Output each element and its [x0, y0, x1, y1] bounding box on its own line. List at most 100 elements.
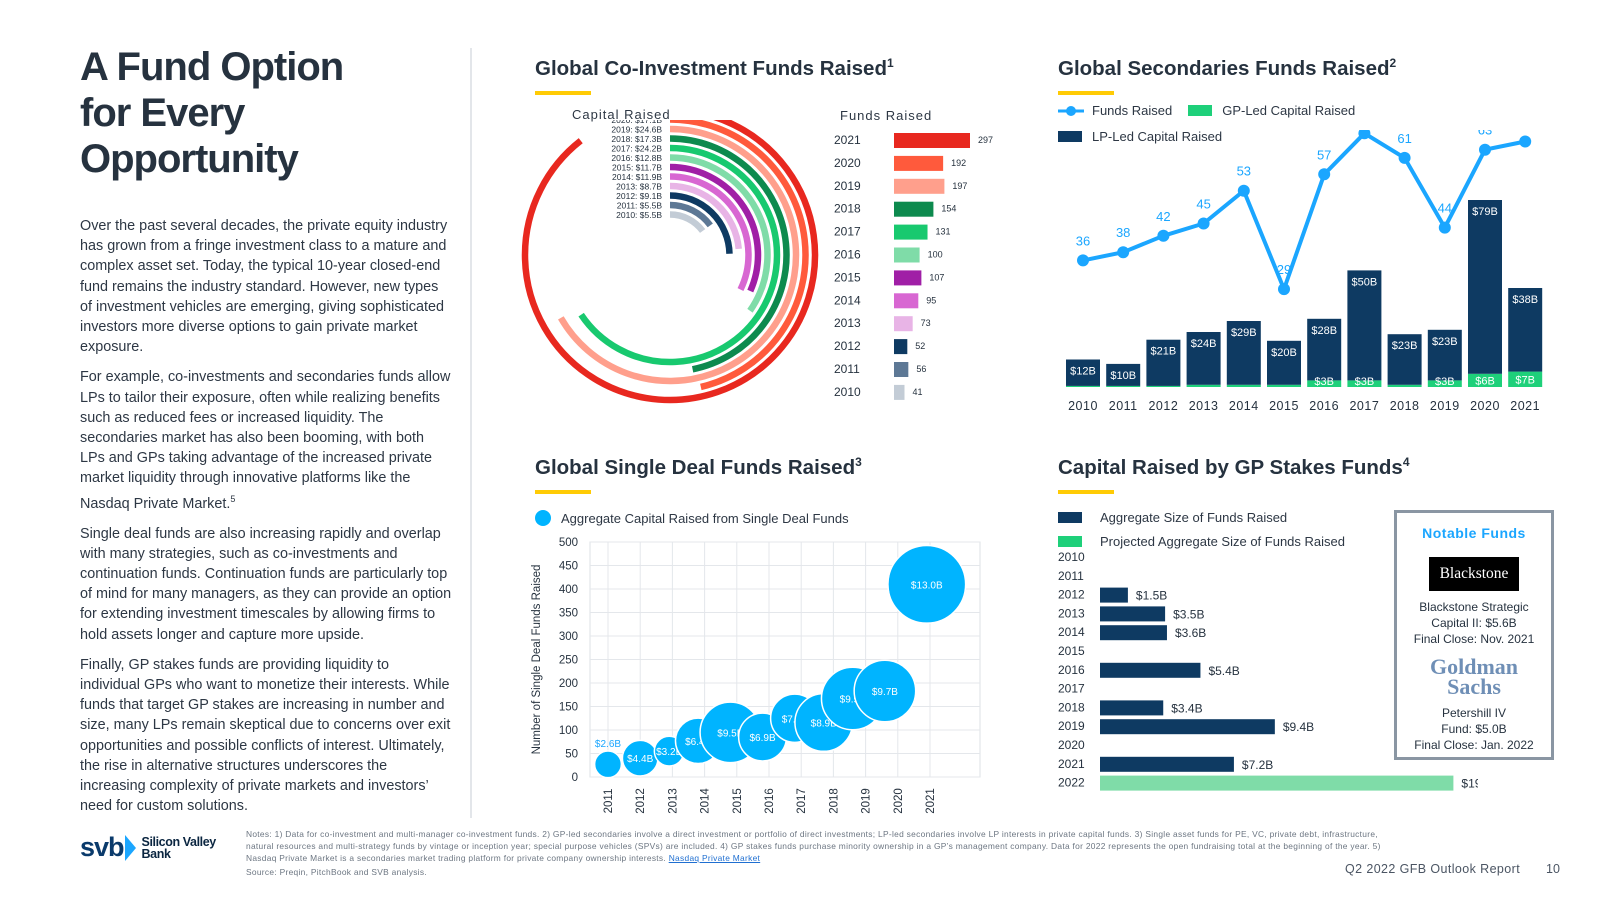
funds-bar [894, 133, 970, 148]
radial-label: 2018: $17.3B [611, 134, 662, 144]
gp-led-bar [1307, 380, 1342, 387]
nasdaq-link[interactable]: Nasdaq Private Market [668, 853, 761, 863]
radial-arc [578, 144, 781, 366]
bubble-label: $9.7B [872, 687, 898, 698]
paragraph: Finally, GP stakes funds are providing l… [80, 656, 451, 815]
year-label: 2018 [1058, 700, 1085, 714]
x-tick-label: 2020 [893, 788, 905, 814]
lp-value-label: $79B [1472, 206, 1498, 218]
funds-value-label: 73 [921, 318, 931, 328]
lp-value-label: $20B [1271, 347, 1297, 359]
funds-bar [894, 224, 928, 240]
gp-led-bar [1508, 371, 1543, 387]
y-tick-label: 350 [559, 608, 578, 620]
gp-value-label: $7B [1515, 374, 1535, 386]
radial-arc [669, 192, 733, 254]
column-divider [470, 48, 472, 818]
bar-value-label: $3.6B [1175, 626, 1206, 640]
bar-value-label: $1.5B [1136, 589, 1167, 603]
report-name: Q2 2022 GFB Outlook Report [1345, 862, 1521, 876]
lp-led-bar [1347, 270, 1382, 381]
funds-raised-label: 44 [1438, 201, 1452, 216]
bubble-label: $6.9B [749, 733, 775, 744]
funds-bar [894, 270, 922, 286]
notable-funds-box: Notable Funds Blackstone Blackstone Stra… [1394, 510, 1554, 760]
funds-value-label: 56 [916, 364, 926, 374]
year-label: 2022 [1058, 776, 1085, 790]
year-label: 2014 [1058, 625, 1085, 639]
bar-value-label: $7.2B [1242, 758, 1273, 772]
aggregate-bar [1100, 625, 1167, 641]
lp-value-label: $10B [1110, 370, 1136, 382]
aggregate-bar [1100, 606, 1166, 622]
funds-raised-point [1318, 168, 1331, 181]
y-tick-label: 50 [565, 749, 578, 761]
svb-logo: svb Silicon Valley Bank [80, 832, 216, 862]
radial-arc [558, 125, 800, 385]
year-label: 2017 [1349, 399, 1379, 413]
aggregate-bar [1100, 662, 1201, 678]
secondaries-chart: $12B 2010 $10B 2011 $21B 2012 $24B 2013 $29B 2014… [1066, 130, 1543, 413]
legend-item: LP-Led Capital Raised [1058, 129, 1355, 144]
single-deal-title: Global Single Deal Funds Raised3 [535, 455, 862, 479]
gp-stakes-chart: 2010 2011 2012 $1.5B 2013 $3.5B 2014 $3.6B 2015 2… [1058, 550, 1478, 791]
funds-bar [894, 178, 945, 194]
gp-led-bar [1226, 384, 1261, 387]
year-label: 2013 [834, 316, 861, 330]
blackstone-logo: Blackstone [1429, 557, 1519, 591]
footnote-mark: 5 [230, 493, 236, 504]
bar-value-label: $5.4B [1208, 664, 1239, 678]
year-label: 2013 [1058, 606, 1085, 620]
x-tick-label: 2012 [635, 788, 647, 814]
legend-item: Funds Raised [1058, 103, 1172, 118]
radial-arc [669, 201, 713, 228]
funds-value-label: 41 [912, 387, 922, 397]
funds-raised-point [1197, 217, 1210, 230]
funds-raised-point [1077, 254, 1089, 267]
year-label: 2021 [1510, 399, 1540, 413]
year-label: 2012 [1148, 399, 1178, 413]
secondaries-title: Global Secondaries Funds Raised2 [1058, 56, 1397, 80]
swatch-icon [1188, 105, 1213, 116]
radial-arc [669, 120, 809, 391]
funds-raised-label: 53 [1237, 164, 1251, 179]
x-tick-label: 2013 [667, 788, 679, 814]
goldman-fund-text: Petershill IV Fund: $5.0B Final Close: J… [1414, 706, 1534, 752]
lp-led-bar [1146, 339, 1181, 386]
radial-label: 2010: $5.5B [616, 210, 662, 220]
bubble [593, 750, 623, 779]
lp-value-label: $24B [1191, 338, 1217, 350]
gp-value-label: $3B [1355, 376, 1375, 388]
title-accent-bar [1058, 91, 1114, 95]
funds-value-label: 297 [978, 135, 993, 145]
gp-led-bar [1468, 373, 1502, 387]
paragraph: Single deal funds are also increasing ra… [80, 525, 452, 643]
lp-value-label: $12B [1070, 366, 1096, 378]
year-label: 2019 [1430, 399, 1460, 413]
funds-value-label: 95 [926, 295, 936, 305]
radial-arc [669, 173, 752, 291]
radial-arc [521, 120, 819, 404]
funds-raised-point [1117, 246, 1130, 259]
bubble-label: $2.6B [595, 739, 621, 750]
funds-value-label: 154 [941, 204, 956, 214]
funds-raised-label: 61 [1397, 131, 1411, 146]
bar-value-label: $3.4B [1171, 701, 1202, 715]
year-label: 2012 [834, 339, 861, 353]
aggregate-bar [1100, 587, 1128, 603]
legend-item: Aggregate Capital Raised from Single Dea… [535, 510, 849, 526]
projected-bar [1100, 775, 1454, 791]
single-deal-legend: Aggregate Capital Raised from Single Dea… [535, 510, 849, 533]
x-tick-label: 2018 [828, 788, 840, 814]
funds-raised-label: 36 [1076, 233, 1090, 248]
funds-raised-point [1157, 229, 1170, 242]
title-accent-bar [535, 91, 591, 95]
gp-led-bar [1427, 380, 1462, 387]
page-title: A Fund Option for Every Opportunity [80, 45, 344, 181]
y-tick-label: 450 [559, 561, 578, 573]
swatch-icon [1058, 131, 1082, 142]
aggregate-bar [1100, 756, 1234, 772]
lp-led-bar [1307, 318, 1342, 381]
funds-raised-label: 45 [1196, 197, 1210, 212]
